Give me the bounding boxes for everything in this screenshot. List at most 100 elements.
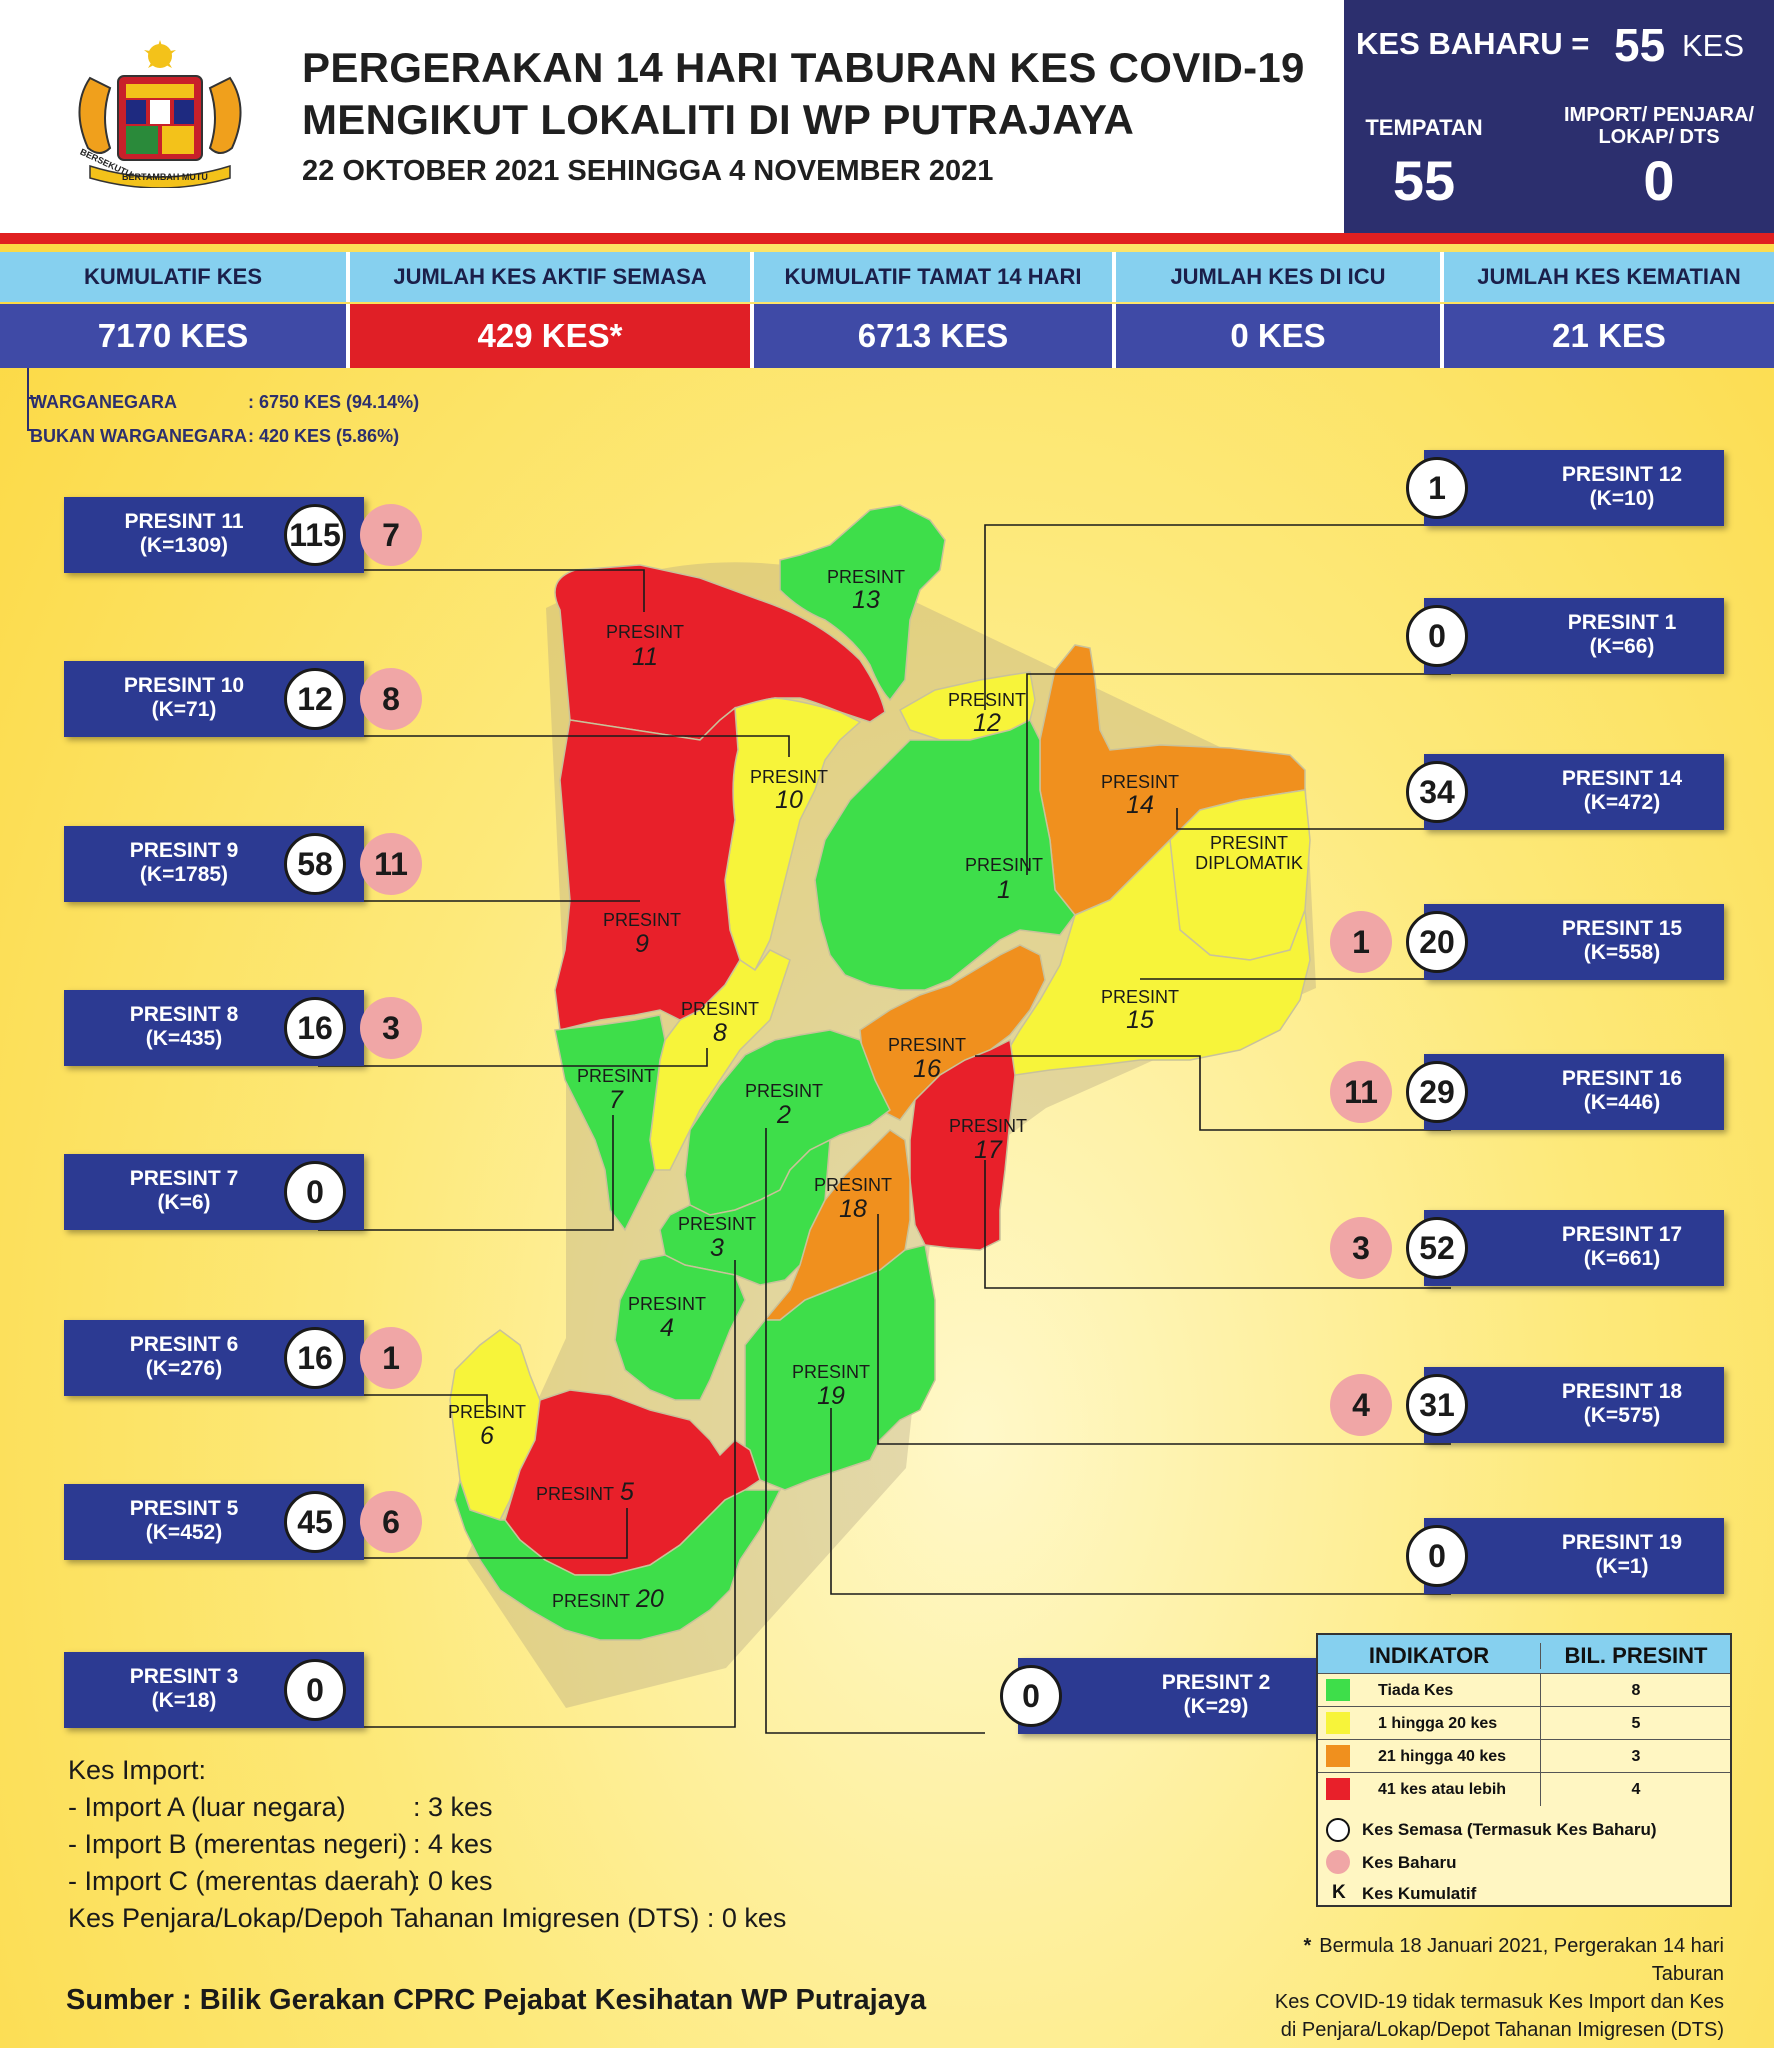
stat-active-value: 429 KES* <box>350 304 754 368</box>
noncitizen-value: : 420 KES (5.86%) <box>248 426 400 446</box>
local-cases-label: TEMPATAN <box>1365 115 1483 140</box>
label-name: PRESINT 2 <box>1161 1671 1271 1694</box>
map-label-number-14: 14 <box>1126 791 1154 819</box>
new-cases-circle: 3 <box>360 997 422 1059</box>
label-cumulative: (K=6) <box>157 1191 211 1214</box>
label-cumulative: (K=558) <box>1583 941 1661 964</box>
map-label-word-14: PRESINT <box>1101 772 1179 792</box>
import-label-2: LOKAP/ DTS <box>1598 126 1720 148</box>
label-name: PRESINT 9 <box>129 839 239 862</box>
map-label-word-5: PRESINT <box>536 1484 614 1504</box>
new-cases-circle: 8 <box>360 668 422 730</box>
label-cumulative: (K=276) <box>145 1357 223 1380</box>
new-cases-circle: 11 <box>1330 1061 1392 1123</box>
map-label-word-diplomatik: PRESINT <box>1210 833 1288 853</box>
active-cases-circle: 0 <box>1000 1665 1062 1727</box>
label-name: PRESINT 12 <box>1561 463 1683 486</box>
active-cases-circle: 0 <box>284 1161 346 1223</box>
label-cumulative: (K=71) <box>151 698 217 721</box>
new-cases-unit: KES <box>1682 28 1745 63</box>
label-name: PRESINT 3 <box>129 1665 239 1688</box>
leader-line-presint-19 <box>830 1408 1451 1595</box>
map-label-word-18: PRESINT <box>814 1175 892 1195</box>
map-label-number-1: 1 <box>997 876 1011 904</box>
new-cases-value: 55 <box>1614 19 1666 71</box>
active-cases-circle: 12 <box>284 668 346 730</box>
map-label-number-2: 2 <box>776 1101 791 1129</box>
new-cases-circle: 6 <box>360 1491 422 1553</box>
legend-swatch <box>1326 1679 1350 1701</box>
label-presint-12: PRESINT 12 (K=10) <box>1424 450 1724 526</box>
label-name: PRESINT 18 <box>1561 1380 1683 1403</box>
map-label-number-19: 19 <box>817 1382 845 1410</box>
legend-new-circle-icon <box>1326 1850 1350 1874</box>
legend-active-key: Kes Semasa (Termasuk Kes Baharu) <box>1362 1820 1657 1839</box>
label-name: PRESINT 15 <box>1561 917 1683 940</box>
legend-label: 41 kes atau lebih <box>1378 1781 1507 1798</box>
legend-row: Tiada Kes 8 <box>1318 1673 1730 1707</box>
label-presint-19: PRESINT 19 (K=1) <box>1424 1518 1724 1594</box>
import-c-value: : 0 kes <box>413 1866 493 1896</box>
map-label-number-9: 9 <box>635 930 649 958</box>
label-cumulative: (K=661) <box>1583 1247 1661 1270</box>
import-a-value: : 3 kes <box>413 1792 493 1822</box>
legend-k-key: Kes Kumulatif <box>1362 1884 1477 1903</box>
label-presint-17: PRESINT 17 (K=661) <box>1424 1210 1724 1286</box>
active-cases-circle: 20 <box>1406 911 1468 973</box>
map-label-number-11: 11 <box>632 643 658 671</box>
map-label-word-11: PRESINT <box>606 622 684 642</box>
stat-active-label: JUMLAH KES AKTIF SEMASA <box>350 252 754 302</box>
region-presint-12 <box>899 671 1036 741</box>
map-label-number-18: 18 <box>839 1195 867 1223</box>
label-name: PRESINT 6 <box>129 1333 239 1356</box>
map-label-word-10: PRESINT <box>750 767 828 787</box>
map-label-word-3: PRESINT <box>678 1214 756 1234</box>
label-name: PRESINT 1 <box>1567 611 1677 634</box>
legend-new-key: Kes Baharu <box>1362 1853 1457 1872</box>
map-label-word-2: PRESINT <box>745 1081 823 1101</box>
prison-cases-line: Kes Penjara/Lokap/Depoh Tahanan Imigrese… <box>68 1903 787 1933</box>
map-label-number-12: 12 <box>973 709 1001 737</box>
active-cases-circle: 16 <box>284 997 346 1059</box>
new-cases-panel: KES BAHARU = 55 KES TEMPATAN 55 IMPORT/ … <box>1344 0 1774 233</box>
header-divider <box>0 233 1774 244</box>
label-name: PRESINT 16 <box>1561 1067 1683 1090</box>
label-cumulative: (K=472) <box>1583 791 1661 814</box>
map-label-word-15: PRESINT <box>1101 987 1179 1007</box>
map-label-number-3: 3 <box>710 1234 724 1262</box>
map-label-number-15: 15 <box>1126 1006 1154 1034</box>
active-cases-circle: 45 <box>284 1491 346 1553</box>
region-presint-7 <box>554 1014 666 1232</box>
map-label-word-1: PRESINT <box>965 855 1043 875</box>
map-label-number-20: 20 <box>635 1585 664 1613</box>
new-cases-label: KES BAHARU = <box>1356 26 1590 61</box>
legend-k-symbol: K <box>1332 1882 1346 1903</box>
map-label-number-6: 6 <box>480 1422 494 1450</box>
label-name: PRESINT 10 <box>123 674 245 697</box>
label-presint-14: PRESINT 14 (K=472) <box>1424 754 1724 830</box>
map-label-number-17: 17 <box>974 1136 1003 1164</box>
region-presint-16 <box>859 944 1046 1121</box>
malaysia-crest-logo <box>78 40 242 188</box>
active-cases-circle: 115 <box>284 504 346 566</box>
stat-cumulative-value: 7170 KES <box>0 304 350 368</box>
footnote: * Bermula 18 Januari 2021, Pergerakan 14 … <box>1230 1932 1724 2044</box>
map-label-word-4: PRESINT <box>628 1294 706 1314</box>
map-label-number-7: 7 <box>609 1086 624 1114</box>
legend-label: Tiada Kes <box>1378 1682 1454 1699</box>
active-cases-circle: 34 <box>1406 761 1468 823</box>
footnote-star: * <box>1303 1935 1312 1957</box>
region-presint-19 <box>744 1244 936 1491</box>
active-cases-circle: 0 <box>1406 605 1468 667</box>
stat-icu-value: 0 KES <box>1116 304 1444 368</box>
page-title-line2: MENGIKUT LOKALITI DI WP PUTRAJAYA <box>302 96 1135 143</box>
label-name: PRESINT 14 <box>1561 767 1683 790</box>
label-cumulative: (K=29) <box>1183 1695 1249 1718</box>
map-label-number-16: 16 <box>913 1055 941 1083</box>
footnote-line3: di Penjara/Lokap/Depot Tahanan Imigresen… <box>1280 2019 1724 2041</box>
region-presint-1 <box>814 718 1076 991</box>
active-cases-circle: 16 <box>284 1327 346 1389</box>
legend-row: 1 hingga 20 kes 5 <box>1318 1706 1730 1740</box>
map-label-word-20: PRESINT <box>552 1591 630 1611</box>
label-presint-2: PRESINT 2 (K=29) <box>1018 1658 1318 1734</box>
